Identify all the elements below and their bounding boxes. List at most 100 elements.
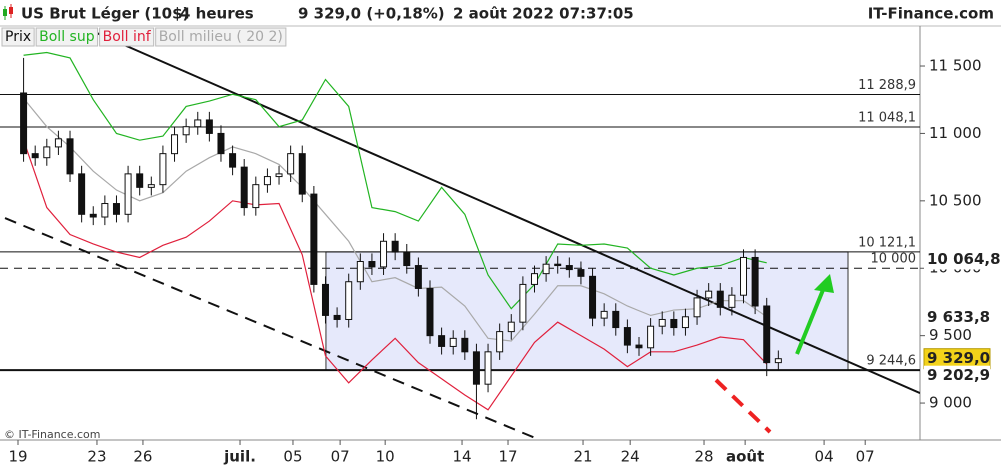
candle-body bbox=[716, 290, 724, 308]
price-tag-label: 9 329,0 bbox=[927, 349, 990, 367]
candle-body bbox=[136, 173, 144, 188]
candle-body bbox=[774, 358, 782, 364]
trendline bbox=[89, 29, 920, 394]
x-tick-label: 28 bbox=[694, 448, 713, 466]
candle-body bbox=[368, 261, 376, 268]
header-icon bbox=[3, 4, 13, 20]
candle-body bbox=[740, 256, 748, 296]
x-tick-label: 19 bbox=[8, 448, 27, 466]
brand: IT-Finance.com bbox=[868, 5, 994, 23]
datetime: 2 août 2022 07:37:05 bbox=[453, 5, 634, 23]
candle-body bbox=[54, 138, 62, 148]
y-tick-label: 11 500 bbox=[929, 57, 982, 75]
legend-label: Boll milieu ( 20 2) bbox=[159, 29, 283, 45]
footer: © IT-Finance.com bbox=[4, 428, 101, 441]
price-tag-box bbox=[924, 249, 990, 270]
candle-body bbox=[461, 337, 469, 353]
x-tick-label: 10 bbox=[376, 448, 395, 466]
candle-body bbox=[693, 297, 701, 318]
legend-box bbox=[99, 27, 155, 47]
bollinger-line bbox=[23, 139, 768, 411]
candle-body bbox=[89, 213, 97, 218]
candle-body bbox=[647, 325, 655, 349]
level-label: 10 000 bbox=[871, 252, 917, 267]
legend-label: Boll sup bbox=[39, 29, 95, 45]
y-tick-label: 10 500 bbox=[929, 191, 982, 209]
arrow-up bbox=[795, 284, 827, 355]
timeframe: 4 heures bbox=[180, 5, 254, 23]
candle-body bbox=[426, 287, 434, 337]
level-label: 11 288,9 bbox=[858, 78, 916, 93]
candle-body bbox=[194, 119, 202, 128]
arrow-down bbox=[714, 378, 772, 434]
candle-body bbox=[565, 265, 573, 271]
candle-body bbox=[763, 305, 771, 364]
candle-body bbox=[472, 351, 480, 385]
candle-body bbox=[20, 92, 28, 155]
x-tick-label: 07 bbox=[856, 448, 875, 466]
candle-body bbox=[670, 318, 678, 329]
x-tick-label: août bbox=[726, 448, 764, 466]
candle-body bbox=[681, 316, 689, 329]
candle-body bbox=[182, 126, 190, 136]
x-tick-label: 14 bbox=[452, 448, 471, 466]
trendline bbox=[4, 217, 541, 440]
candle-body bbox=[217, 132, 225, 155]
candle-body bbox=[635, 344, 643, 349]
candle-body bbox=[205, 119, 213, 134]
candle-body bbox=[554, 263, 562, 267]
candle-body bbox=[31, 153, 39, 159]
legend-box bbox=[155, 27, 287, 47]
candle-body bbox=[78, 173, 86, 215]
candle-body bbox=[263, 176, 271, 186]
candle-body bbox=[380, 240, 388, 268]
candle-body bbox=[705, 290, 713, 299]
last-price: 9 329,0 (+0,18%) bbox=[298, 5, 445, 23]
x-tick-label: juil. bbox=[223, 448, 256, 466]
candle-body bbox=[403, 251, 411, 267]
candle-body bbox=[589, 275, 597, 319]
overlay bbox=[714, 274, 834, 434]
y-tick-label: 9 500 bbox=[929, 326, 972, 344]
price-tag-label: 9 202,9 bbox=[927, 366, 990, 384]
candle-body bbox=[275, 173, 283, 178]
candle-body bbox=[298, 153, 306, 195]
price-tag-label: 9 633,8 bbox=[927, 308, 990, 326]
range-box bbox=[325, 251, 849, 371]
candle-body bbox=[449, 337, 457, 347]
x-tick-label: 17 bbox=[498, 448, 517, 466]
candle-body bbox=[414, 265, 422, 289]
level-label: 9 244,6 bbox=[866, 354, 916, 369]
candle-body bbox=[43, 146, 51, 159]
candle-body bbox=[287, 153, 295, 175]
candle-body bbox=[171, 134, 179, 155]
candle-body bbox=[507, 321, 515, 333]
candle-body bbox=[345, 281, 353, 320]
price-tag-box bbox=[924, 307, 990, 328]
candle-body bbox=[112, 203, 120, 215]
candle-body bbox=[356, 261, 364, 283]
candle-body bbox=[438, 335, 446, 347]
candle-body bbox=[542, 263, 550, 275]
candle-body bbox=[751, 256, 759, 307]
bollinger-line bbox=[23, 97, 768, 342]
y-tick-label: 11 000 bbox=[929, 124, 982, 142]
legend-box bbox=[35, 27, 99, 47]
candle-body bbox=[333, 314, 341, 320]
arrow-head bbox=[814, 274, 834, 293]
candle-body bbox=[519, 283, 527, 323]
candle-body bbox=[391, 240, 399, 253]
candle-body bbox=[496, 331, 504, 353]
candle-body bbox=[577, 269, 585, 277]
candle-body bbox=[147, 184, 155, 188]
candle-body bbox=[530, 273, 538, 285]
candle-body bbox=[600, 310, 608, 319]
price-tag-label: 10 064,8 bbox=[927, 250, 1001, 268]
candle-body bbox=[101, 203, 109, 218]
legend-label: Boll inf bbox=[103, 29, 152, 45]
candle-body bbox=[321, 283, 329, 316]
level-label: 10 121,1 bbox=[858, 235, 916, 250]
candle-body bbox=[66, 138, 74, 175]
